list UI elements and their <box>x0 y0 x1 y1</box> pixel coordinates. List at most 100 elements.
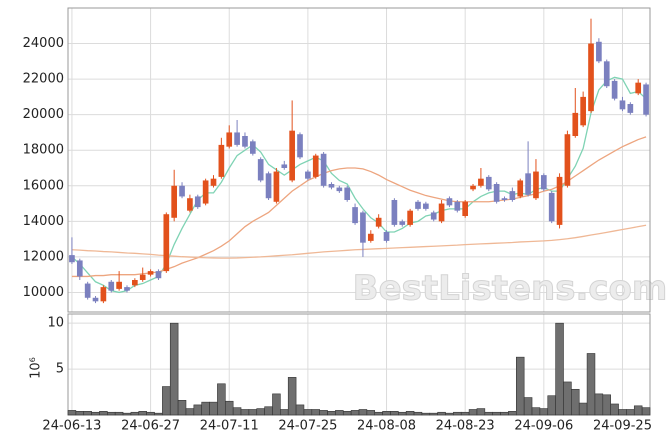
candle-body <box>147 271 154 275</box>
candle-body <box>76 260 83 277</box>
volume-bar <box>626 409 635 416</box>
volume-bar <box>531 407 541 416</box>
volume-bar <box>272 393 281 416</box>
candle-body <box>525 173 531 195</box>
volume-bar <box>295 404 305 416</box>
volume-bar <box>162 386 171 416</box>
volume-bar <box>154 412 163 416</box>
volume-bar <box>413 411 423 416</box>
volume-bar <box>390 411 399 416</box>
price-frame <box>67 7 651 313</box>
candle-body <box>588 43 594 112</box>
volume-bar <box>303 409 313 416</box>
candle-body <box>501 198 508 200</box>
y-tick-label: 12000 <box>23 249 64 264</box>
candle-body <box>430 212 437 220</box>
volume-bar <box>224 400 234 416</box>
volume-bar <box>138 411 147 416</box>
volume-bar <box>358 409 368 416</box>
volume-bar <box>594 393 604 416</box>
volume-bar <box>350 410 360 416</box>
volume-bar <box>280 409 289 416</box>
volume-bar <box>610 403 619 416</box>
candle-body <box>375 217 382 227</box>
volume-bar <box>319 410 328 416</box>
volume-tick-label: 5 <box>56 362 64 377</box>
y-tick-label: 18000 <box>23 143 64 158</box>
candle-body <box>305 171 311 179</box>
y-tick-label: 20000 <box>23 107 64 122</box>
volume-bar <box>563 381 572 416</box>
x-tick-label: 24-08-08 <box>357 419 416 434</box>
candle-body <box>344 187 351 200</box>
y-tick-label: 22000 <box>23 72 64 87</box>
volume-bar <box>492 411 501 416</box>
y-tick-label: 10000 <box>23 285 64 300</box>
x-tick-label: 24-07-11 <box>200 419 259 434</box>
volume-bar <box>342 411 352 416</box>
volume-bar <box>515 356 525 416</box>
candle-body <box>249 141 256 154</box>
volume-bar <box>201 401 210 416</box>
candle-body <box>470 185 476 190</box>
volume-bar <box>177 400 187 416</box>
candle-body <box>627 104 634 113</box>
volume-bar <box>641 407 651 416</box>
candle-body <box>423 203 429 209</box>
volume-bar <box>539 408 549 416</box>
volume-bar <box>484 411 494 416</box>
x-tick-label: 24-06-13 <box>42 419 101 434</box>
volume-bar <box>83 411 92 416</box>
x-tick-label: 24-09-06 <box>514 419 573 434</box>
volume-bar <box>75 411 85 416</box>
volume-bar <box>547 395 556 416</box>
volume-bar <box>264 406 273 416</box>
candle-body <box>234 132 240 145</box>
candle-body <box>69 255 75 263</box>
volume-bar <box>122 412 132 416</box>
candle-body <box>493 184 500 202</box>
candle-body <box>399 221 406 225</box>
volume-bar <box>398 411 407 416</box>
volume-bar <box>185 408 195 416</box>
volume-bar <box>500 411 509 416</box>
candle-body <box>336 187 343 192</box>
candle-body <box>509 191 516 200</box>
volume-bar <box>453 411 462 416</box>
candle-body <box>132 280 138 286</box>
volume-bar <box>311 409 320 416</box>
candle-body <box>218 144 225 177</box>
candle-body <box>100 287 107 302</box>
candle-body <box>171 185 178 218</box>
candle-body <box>391 200 398 225</box>
y-tick-label: 14000 <box>23 214 64 229</box>
candle-body <box>454 201 461 211</box>
volume-bar <box>476 408 486 416</box>
candle-body <box>139 274 146 280</box>
volume-bar <box>508 411 517 416</box>
volume-bar <box>586 353 596 416</box>
volume-bar <box>421 412 431 416</box>
candle-body <box>383 232 390 241</box>
volume-bar <box>578 402 588 416</box>
candle-body <box>187 198 193 211</box>
candle-body <box>596 41 602 62</box>
candle-body <box>603 61 610 87</box>
volume-bar <box>366 410 376 416</box>
x-tick-label: 24-09-25 <box>593 419 652 434</box>
candle-body <box>116 281 122 289</box>
volume-bar <box>327 411 336 416</box>
candle-body <box>297 134 303 158</box>
volume-bar <box>287 377 297 416</box>
candle-body <box>289 130 295 181</box>
candle-body <box>485 176 492 190</box>
volume-bar <box>256 408 265 416</box>
volume-bar <box>91 411 100 416</box>
candle-body <box>92 297 99 302</box>
candle-body <box>124 287 130 291</box>
candle-body <box>462 201 469 216</box>
volume-bar <box>67 410 77 416</box>
volume-bar <box>429 412 438 416</box>
